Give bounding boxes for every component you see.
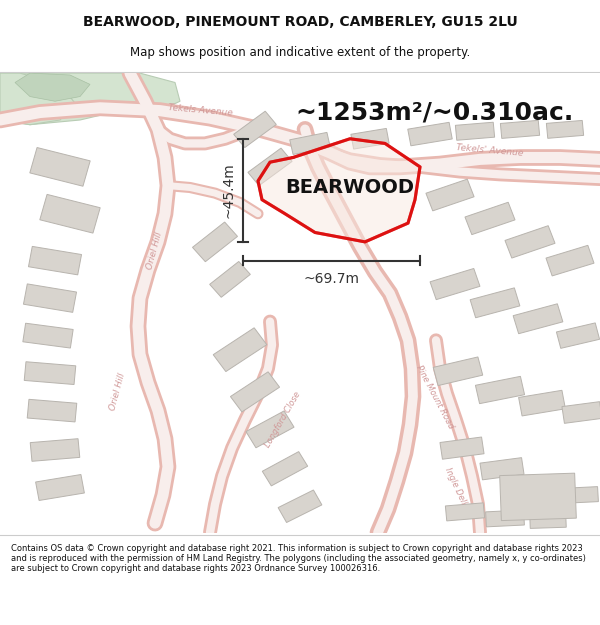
Polygon shape	[465, 202, 515, 234]
Polygon shape	[562, 402, 600, 423]
Text: BEARWOOD: BEARWOOD	[286, 178, 415, 197]
Polygon shape	[530, 514, 566, 528]
Polygon shape	[455, 122, 494, 140]
Polygon shape	[30, 148, 90, 186]
Polygon shape	[351, 128, 389, 149]
Polygon shape	[430, 269, 480, 299]
Polygon shape	[500, 473, 577, 521]
Polygon shape	[30, 439, 80, 461]
Polygon shape	[193, 222, 238, 262]
Polygon shape	[27, 399, 77, 422]
Polygon shape	[248, 148, 292, 186]
Text: Oriel Hill: Oriel Hill	[109, 372, 127, 412]
Polygon shape	[475, 376, 524, 404]
Polygon shape	[246, 411, 294, 447]
Polygon shape	[470, 288, 520, 318]
Polygon shape	[521, 476, 563, 496]
Text: ~1253m²/~0.310ac.: ~1253m²/~0.310ac.	[295, 101, 573, 124]
Text: Pine Mount Road: Pine Mount Road	[415, 363, 455, 430]
Polygon shape	[440, 437, 484, 459]
Polygon shape	[23, 323, 73, 348]
Polygon shape	[485, 510, 524, 527]
Polygon shape	[0, 73, 180, 124]
Polygon shape	[513, 304, 563, 334]
Polygon shape	[500, 121, 539, 138]
Polygon shape	[408, 122, 452, 146]
Text: Oriel Hill: Oriel Hill	[146, 231, 164, 271]
Polygon shape	[290, 132, 330, 154]
Polygon shape	[433, 357, 483, 386]
Polygon shape	[445, 503, 485, 521]
Polygon shape	[258, 139, 420, 242]
Text: Tekels' Avenue: Tekels' Avenue	[456, 142, 524, 158]
Polygon shape	[213, 328, 267, 372]
Text: Contains OS data © Crown copyright and database right 2021. This information is : Contains OS data © Crown copyright and d…	[11, 544, 586, 573]
Text: Ingle Dell: Ingle Dell	[443, 466, 467, 506]
Text: BEARWOOD, PINEMOUNT ROAD, CAMBERLEY, GU15 2LU: BEARWOOD, PINEMOUNT ROAD, CAMBERLEY, GU1…	[83, 15, 517, 29]
Polygon shape	[23, 284, 77, 312]
Polygon shape	[556, 323, 599, 348]
Polygon shape	[15, 73, 90, 101]
Polygon shape	[546, 246, 594, 276]
Polygon shape	[230, 372, 280, 412]
Polygon shape	[40, 194, 100, 233]
Polygon shape	[262, 452, 308, 486]
Text: ~45.4m: ~45.4m	[221, 162, 235, 218]
Polygon shape	[518, 390, 565, 416]
Polygon shape	[24, 362, 76, 384]
Text: Longford Close: Longford Close	[263, 391, 302, 449]
Polygon shape	[480, 458, 524, 480]
Polygon shape	[562, 487, 598, 503]
Text: Map shows position and indicative extent of the property.: Map shows position and indicative extent…	[130, 46, 470, 59]
Polygon shape	[426, 179, 474, 211]
Polygon shape	[278, 490, 322, 522]
Polygon shape	[209, 261, 250, 298]
Polygon shape	[547, 121, 584, 138]
Polygon shape	[233, 111, 277, 148]
Polygon shape	[505, 226, 555, 258]
Text: Tekels Avenue: Tekels Avenue	[167, 103, 233, 118]
Polygon shape	[28, 246, 82, 275]
Polygon shape	[35, 474, 85, 501]
Polygon shape	[0, 73, 75, 124]
Text: ~69.7m: ~69.7m	[304, 272, 359, 286]
